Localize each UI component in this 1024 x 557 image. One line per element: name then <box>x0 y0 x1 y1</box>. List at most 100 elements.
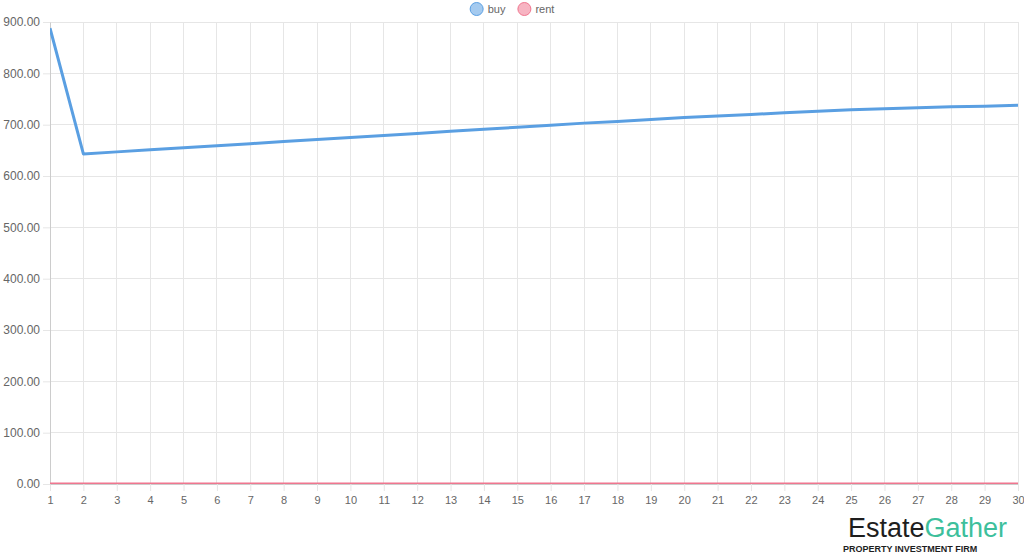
y-tick-label: 800.00 <box>3 67 40 81</box>
x-tick-mark <box>751 484 752 491</box>
grid-line-x <box>450 22 451 484</box>
x-tick-mark <box>584 484 585 491</box>
x-tick-label: 14 <box>478 494 490 506</box>
x-tick: 18 <box>612 484 624 506</box>
x-tick-label: 21 <box>712 494 724 506</box>
x-tick-mark <box>985 484 986 491</box>
y-axis: 0.00100.00200.00300.00400.00500.00600.00… <box>3 15 50 491</box>
x-tick: 17 <box>578 484 590 506</box>
grid-line-y <box>50 73 1018 74</box>
x-tick-label: 5 <box>181 494 187 506</box>
x-tick: 28 <box>946 484 958 506</box>
x-tick-mark <box>117 484 118 491</box>
grid-line-y <box>50 484 1018 485</box>
grid-line-y <box>50 176 1018 177</box>
x-tick-mark <box>50 484 51 491</box>
grid-line-y <box>50 432 1018 433</box>
y-tick: 700.00 <box>3 118 50 132</box>
grid-line-x <box>383 22 384 484</box>
y-tick-label: 200.00 <box>3 375 40 389</box>
grid-line-x <box>116 22 117 484</box>
y-tick-mark <box>43 381 50 382</box>
y-tick: 900.00 <box>3 15 50 29</box>
x-tick-label: 10 <box>345 494 357 506</box>
y-tick-label: 300.00 <box>3 323 40 337</box>
x-tick-label: 4 <box>148 494 154 506</box>
x-tick: 16 <box>545 484 557 506</box>
grid-line-x <box>216 22 217 484</box>
y-tick-mark <box>43 330 50 331</box>
x-tick-label: 1 <box>47 494 53 506</box>
grid-line-x <box>283 22 284 484</box>
x-tick-mark <box>684 484 685 491</box>
x-tick: 2 <box>81 484 87 506</box>
grid-line-x <box>83 22 84 484</box>
x-tick-label: 3 <box>114 494 120 506</box>
grid-line-x <box>717 22 718 484</box>
x-tick: 9 <box>314 484 320 506</box>
grid-line-x <box>817 22 818 484</box>
x-tick-label: 13 <box>445 494 457 506</box>
y-tick-mark <box>43 176 50 177</box>
grid-line-x <box>183 22 184 484</box>
x-tick-label: 12 <box>412 494 424 506</box>
x-tick-mark <box>350 484 351 491</box>
x-tick-mark <box>884 484 885 491</box>
x-tick-mark <box>551 484 552 491</box>
x-tick-label: 29 <box>979 494 991 506</box>
x-tick-mark <box>384 484 385 491</box>
x-tick-label: 19 <box>645 494 657 506</box>
y-tick: 200.00 <box>3 375 50 389</box>
grid-line-x <box>417 22 418 484</box>
y-tick: 800.00 <box>3 67 50 81</box>
x-tick-label: 6 <box>214 494 220 506</box>
x-tick-mark <box>951 484 952 491</box>
y-tick: 0.00 <box>17 477 50 491</box>
y-tick-mark <box>43 125 50 126</box>
x-tick-mark <box>918 484 919 491</box>
x-tick-mark <box>284 484 285 491</box>
legend: buy rent <box>470 3 554 16</box>
x-tick-mark <box>517 484 518 491</box>
legend-swatch <box>518 3 531 16</box>
logo-tagline: PROPERTY INVESTMENT FIRM <box>843 544 977 554</box>
x-tick-label: 9 <box>314 494 320 506</box>
x-tick-label: 27 <box>912 494 924 506</box>
grid <box>50 22 1018 484</box>
x-tick: 10 <box>345 484 357 506</box>
legend-item: buy <box>470 3 506 16</box>
x-tick-mark <box>317 484 318 491</box>
x-tick-mark <box>851 484 852 491</box>
y-tick-mark <box>43 484 50 485</box>
x-tick: 6 <box>214 484 220 506</box>
x-tick: 30 <box>1012 484 1024 506</box>
legend-label: buy <box>488 3 506 15</box>
x-tick: 4 <box>148 484 154 506</box>
y-tick: 600.00 <box>3 169 50 183</box>
grid-line-x <box>750 22 751 484</box>
x-tick-label: 23 <box>779 494 791 506</box>
x-axis: 1234567891011121314151617181920212223242… <box>47 484 1024 506</box>
x-tick-mark <box>718 484 719 491</box>
grid-line-x <box>617 22 618 484</box>
x-tick-label: 2 <box>81 494 87 506</box>
x-tick-mark <box>484 484 485 491</box>
x-tick-mark <box>818 484 819 491</box>
x-tick: 26 <box>879 484 891 506</box>
y-tick-mark <box>43 279 50 280</box>
series-line <box>50 483 1018 485</box>
x-tick-label: 15 <box>512 494 524 506</box>
legend-label: rent <box>535 3 554 15</box>
y-tick-label: 500.00 <box>3 221 40 235</box>
x-tick-mark <box>1018 484 1019 491</box>
x-tick: 20 <box>679 484 691 506</box>
x-tick: 25 <box>845 484 857 506</box>
y-tick-mark <box>43 227 50 228</box>
logo: EstateGather <box>848 513 1007 543</box>
grid-line-y <box>50 227 1018 228</box>
x-tick-mark <box>150 484 151 491</box>
y-tick: 100.00 <box>3 426 50 440</box>
grid-line-x <box>50 22 51 484</box>
x-tick-label: 8 <box>281 494 287 506</box>
grid-line-x <box>984 22 985 484</box>
